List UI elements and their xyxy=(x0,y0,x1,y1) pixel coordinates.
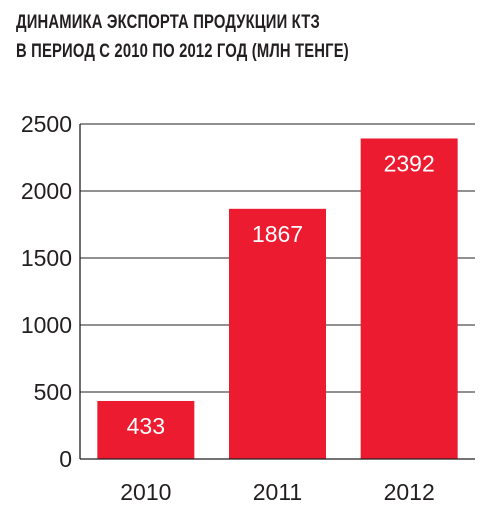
labels: 0 500 1000 1500 2000 2500 433 2010 1867 2011 2392 2… xyxy=(21,111,435,505)
bar-2012 xyxy=(360,138,458,460)
y-tick-label: 1000 xyxy=(21,312,72,338)
axes xyxy=(79,124,475,460)
y-tick-label: 2000 xyxy=(21,178,72,204)
y-tick-label: 500 xyxy=(34,379,72,405)
bar-value-label: 1867 xyxy=(252,221,303,247)
x-tick-label: 2010 xyxy=(120,479,171,505)
x-tick-label: 2011 xyxy=(253,479,302,505)
chart-title: ДИНАМИКА ЭКСПОРТА ПРОДУКЦИИ КТЗ В ПЕРИОД… xyxy=(16,8,349,66)
y-tick-label: 2500 xyxy=(21,111,72,137)
bar-value-label: 433 xyxy=(127,413,165,439)
bar-2011 xyxy=(229,208,326,459)
y-tick-label: 0 xyxy=(59,446,72,472)
bars xyxy=(97,138,458,460)
x-tick-label: 2012 xyxy=(384,479,435,505)
chart-title-line-2: В ПЕРИОД С 2010 ПО 2012 ГОД (МЛН ТЕНГЕ) xyxy=(16,41,349,62)
bar-value-label: 2392 xyxy=(384,150,435,176)
y-tick-label: 1500 xyxy=(21,245,72,271)
chart-title-line-1: ДИНАМИКА ЭКСПОРТА ПРОДУКЦИИ КТЗ xyxy=(16,12,320,33)
bar-2010 xyxy=(97,400,195,459)
